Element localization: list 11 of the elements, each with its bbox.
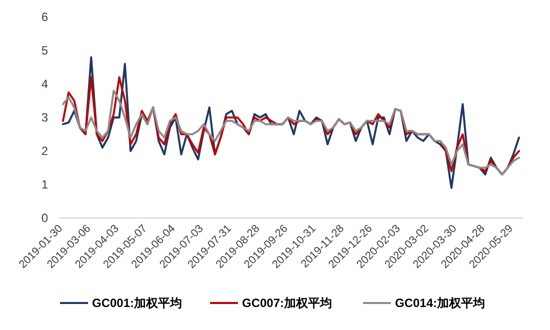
y-tick-label: 0 <box>41 211 48 225</box>
y-tick-label: 1 <box>41 178 48 192</box>
y-tick-label: 6 <box>41 10 48 24</box>
legend-label: GC007:加权平均 <box>242 296 332 310</box>
y-tick-label: 3 <box>41 110 48 124</box>
y-tick-label: 5 <box>41 44 48 58</box>
legend-label: GC014:加权平均 <box>395 296 486 310</box>
line-series <box>62 56 520 189</box>
y-tick-label: 2 <box>41 144 48 158</box>
y-tick-label: 4 <box>41 77 48 91</box>
legend-label: GC001:加权平均 <box>92 296 182 310</box>
